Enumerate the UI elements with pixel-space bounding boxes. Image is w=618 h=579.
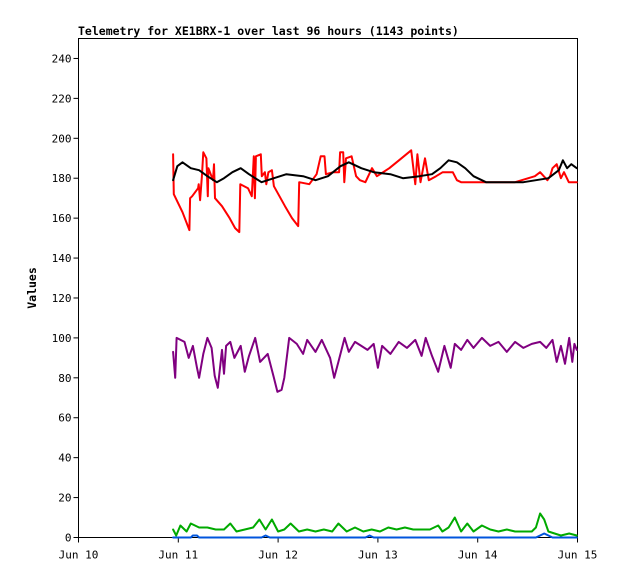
y-axis: 0 20 40 60 80 100 120 140 160 180 200 220 240 <box>52 52 79 545</box>
series-line-4 <box>172 532 578 539</box>
plot-frame <box>78 38 578 538</box>
y-tick-label: 80 <box>58 372 71 385</box>
x-tick-label: Jun 12 <box>258 549 298 562</box>
y-tick-label: 220 <box>52 92 72 105</box>
y-tick-label: 160 <box>52 212 72 225</box>
series-group <box>172 149 578 539</box>
y-tick-label: 100 <box>52 332 72 345</box>
x-tick-label: Jun 11 <box>158 549 198 562</box>
x-tick-label: Jun 14 <box>458 549 498 562</box>
y-tick-label: 180 <box>52 172 72 185</box>
y-tick-label: 140 <box>52 252 72 265</box>
y-tick-label: 240 <box>52 52 72 65</box>
y-axis-label: Values <box>25 267 39 309</box>
series-line-3 <box>172 512 578 537</box>
series-line-0 <box>172 149 578 234</box>
series-line-1 <box>172 159 578 184</box>
series-line-2 <box>172 336 578 393</box>
y-tick-label: 200 <box>52 132 72 145</box>
chart-title: Telemetry for XE1BRX-1 over last 96 hour… <box>78 24 459 38</box>
x-tick-label: Jun 13 <box>358 549 398 562</box>
x-axis: Jun 10 Jun 11 Jun 12 Jun 13 Jun 14 Jun 15 <box>59 537 598 562</box>
y-tick-label: 40 <box>58 452 71 465</box>
y-tick-label: 0 <box>65 532 72 545</box>
x-tick-label: Jun 15 <box>558 549 598 562</box>
y-tick-label: 20 <box>58 492 71 505</box>
x-tick-label: Jun 10 <box>59 549 99 562</box>
y-tick-label: 60 <box>58 412 71 425</box>
y-tick-label: 120 <box>52 292 72 305</box>
